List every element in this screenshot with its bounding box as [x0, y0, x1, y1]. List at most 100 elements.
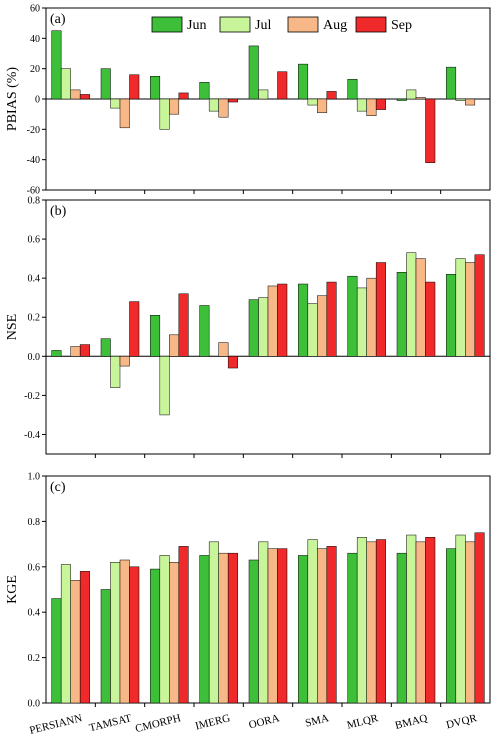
y-tick-label: 0.6: [28, 562, 41, 573]
bar-jun-tamsat: [100, 589, 111, 704]
y-tick-label: 0.8: [28, 196, 41, 207]
bar-sep-oora: [277, 71, 288, 100]
panel-0: -60 -40 -20 0 20 40 60 PBIAS (%) (a): [5, 4, 491, 197]
y-tick-label: 0.8: [28, 517, 41, 528]
bar-aug-mlqr: [366, 277, 377, 357]
y-tick-label: 0.6: [28, 235, 41, 246]
bar-sep-tamsat: [129, 301, 140, 357]
bar-jul-mlqr: [356, 98, 367, 112]
bar-jul-oora: [258, 89, 269, 100]
bar-aug-cmorph: [169, 334, 180, 357]
bar-jun-cmorph: [150, 76, 161, 100]
legend-swatch: [219, 16, 251, 33]
bar-aug-imerg: [218, 342, 229, 357]
bar-sep-tamsat: [129, 566, 140, 704]
y-axis-label: KGE: [5, 575, 20, 604]
bar-aug-dvqr: [465, 98, 476, 106]
panel-1: -0.4 -0.2 0.0 0.2 0.4 0.6 0.8 NSE (b): [5, 196, 491, 458]
bar-jun-bmaq: [396, 272, 407, 357]
bar-sep-bmaq: [425, 281, 436, 357]
bar-aug-bmaq: [415, 258, 426, 357]
bar-jul-oora: [258, 297, 269, 357]
bar-jul-cmorph: [159, 356, 170, 416]
bar-jun-oora: [248, 45, 259, 100]
bar-aug-imerg: [218, 552, 229, 704]
y-tick-label: 0.0: [28, 699, 41, 710]
panel-label: (b): [50, 204, 67, 219]
bar-jun-dvqr: [446, 548, 457, 704]
legend-swatch: [151, 16, 183, 33]
legend-label: Jul: [255, 18, 271, 33]
bar-sep-dvqr: [474, 532, 485, 704]
y-tick-label: 0.0: [28, 352, 41, 363]
bar-jun-oora: [248, 299, 259, 357]
bar-jun-tamsat: [100, 68, 111, 100]
bar-jul-dvqr: [455, 534, 466, 704]
legend: Jun Jul Aug Sep: [151, 16, 412, 33]
bar-aug-sma: [317, 548, 328, 704]
y-tick-label: 0.4: [28, 608, 41, 619]
bar-jul-mlqr: [356, 287, 367, 357]
legend-swatch: [355, 16, 387, 33]
bar-jun-imerg: [199, 305, 210, 357]
y-tick-label: 0.2: [28, 313, 41, 324]
bar-sep-dvqr: [474, 254, 485, 357]
legend-swatch: [287, 16, 319, 33]
bar-aug-cmorph: [169, 98, 180, 115]
x-category-label: OORA: [248, 712, 281, 731]
bar-aug-tamsat: [119, 559, 130, 704]
bar-jun-sma: [298, 283, 309, 357]
bar-jun-dvqr: [446, 66, 457, 100]
bar-sep-sma: [326, 281, 337, 357]
bar-sep-oora: [277, 548, 288, 704]
bar-sep-bmaq: [425, 537, 436, 704]
bar-jul-tamsat: [110, 356, 121, 388]
y-tick-label: -60: [27, 186, 40, 197]
bar-sep-persiann: [79, 571, 90, 704]
bar-jul-bmaq: [406, 534, 417, 704]
bar-jul-sma: [307, 98, 318, 106]
bar-jun-oora: [248, 559, 259, 704]
bar-jul-oora: [258, 541, 269, 704]
bar-jul-dvqr: [455, 98, 466, 101]
y-tick-label: 60: [30, 4, 40, 15]
bar-aug-sma: [317, 295, 328, 357]
y-tick-label: -40: [27, 155, 40, 166]
bar-jun-bmaq: [396, 552, 407, 704]
bar-aug-persiann: [70, 346, 81, 357]
y-axis-label: PBIAS (%): [5, 67, 20, 132]
bar-sep-tamsat: [129, 74, 140, 100]
bar-sep-bmaq: [425, 98, 436, 163]
y-tick-label: 0.4: [28, 274, 41, 285]
bar-jul-sma: [307, 303, 318, 357]
y-tick-label: -20: [27, 125, 40, 136]
y-tick-label: 0: [35, 95, 40, 106]
bar-aug-oora: [267, 548, 278, 704]
bar-jun-mlqr: [347, 552, 358, 704]
bar-aug-imerg: [218, 98, 229, 118]
bar-jun-imerg: [199, 555, 210, 704]
bar-jul-persiann: [60, 68, 71, 100]
bar-aug-mlqr: [366, 541, 377, 704]
bar-aug-tamsat: [119, 98, 130, 129]
bar-jun-imerg: [199, 82, 210, 100]
legend-label: Jun: [187, 18, 206, 33]
bar-jul-tamsat: [110, 562, 121, 704]
bar-aug-tamsat: [119, 356, 130, 367]
bar-jul-tamsat: [110, 98, 121, 109]
bar-aug-oora: [267, 285, 278, 357]
bar-jun-tamsat: [100, 338, 111, 357]
x-category-label: IMERG: [194, 712, 231, 732]
bar-sep-persiann: [79, 94, 90, 100]
bar-aug-bmaq: [415, 97, 426, 100]
y-tick-label: 1.0: [28, 472, 41, 483]
bar-jul-sma: [307, 539, 318, 704]
bar-jul-imerg: [208, 541, 219, 704]
bar-jun-dvqr: [446, 274, 457, 357]
bar-sep-cmorph: [178, 293, 189, 357]
bar-sep-sma: [326, 91, 337, 100]
bar-jun-cmorph: [150, 315, 161, 357]
bar-aug-bmaq: [415, 541, 426, 704]
bar-jul-mlqr: [356, 537, 367, 704]
